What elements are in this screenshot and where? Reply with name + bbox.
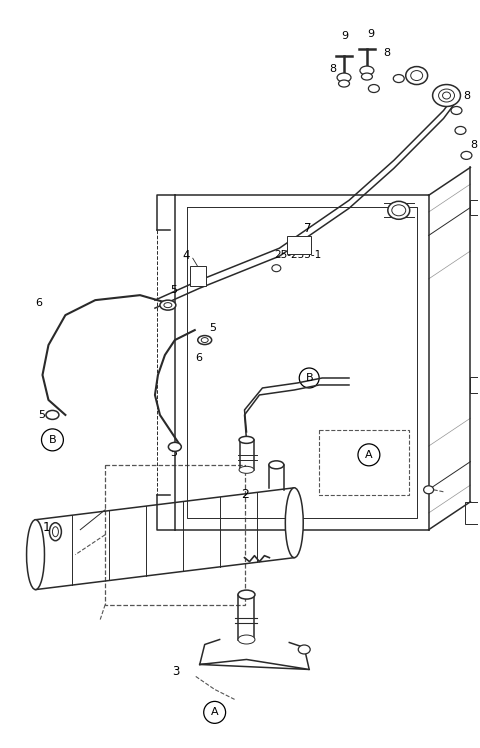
Ellipse shape <box>269 461 284 469</box>
Ellipse shape <box>393 75 404 82</box>
Text: B: B <box>305 373 313 383</box>
Text: 8: 8 <box>470 141 478 150</box>
Ellipse shape <box>411 70 423 81</box>
Ellipse shape <box>272 265 281 272</box>
Ellipse shape <box>388 201 410 219</box>
Ellipse shape <box>198 336 212 345</box>
Ellipse shape <box>361 73 372 80</box>
FancyBboxPatch shape <box>288 236 311 254</box>
Ellipse shape <box>439 89 455 102</box>
Ellipse shape <box>239 466 254 473</box>
Text: B: B <box>48 435 56 445</box>
Text: 25-253-1: 25-253-1 <box>275 251 322 260</box>
Ellipse shape <box>239 436 254 444</box>
FancyBboxPatch shape <box>466 502 480 524</box>
Ellipse shape <box>424 485 433 494</box>
Ellipse shape <box>201 337 208 343</box>
Ellipse shape <box>369 85 379 93</box>
Text: 3: 3 <box>172 665 179 678</box>
Ellipse shape <box>285 488 303 558</box>
Ellipse shape <box>238 635 255 644</box>
Text: 1: 1 <box>43 521 50 534</box>
Text: 8: 8 <box>383 48 390 58</box>
Text: 9: 9 <box>367 28 374 39</box>
Text: 9: 9 <box>341 31 348 40</box>
Ellipse shape <box>455 126 466 135</box>
Ellipse shape <box>406 67 428 85</box>
Ellipse shape <box>46 411 59 420</box>
Text: 6: 6 <box>195 353 202 363</box>
Ellipse shape <box>238 590 255 599</box>
Ellipse shape <box>49 523 61 541</box>
Text: 8: 8 <box>329 64 336 73</box>
Ellipse shape <box>160 300 176 310</box>
Text: 7: 7 <box>304 221 312 235</box>
Ellipse shape <box>392 205 406 215</box>
Text: 5: 5 <box>170 448 177 458</box>
Text: A: A <box>365 450 373 460</box>
Text: 5: 5 <box>38 410 46 420</box>
Text: A: A <box>211 708 218 717</box>
Ellipse shape <box>443 92 451 99</box>
Ellipse shape <box>298 645 310 654</box>
Text: 5: 5 <box>210 323 216 333</box>
FancyBboxPatch shape <box>190 266 206 286</box>
Ellipse shape <box>52 527 59 537</box>
Ellipse shape <box>168 442 181 451</box>
Text: 6: 6 <box>36 298 43 308</box>
Ellipse shape <box>337 73 351 82</box>
Ellipse shape <box>338 80 349 87</box>
Ellipse shape <box>461 151 472 159</box>
Text: 2: 2 <box>241 488 250 501</box>
Ellipse shape <box>26 520 45 589</box>
FancyBboxPatch shape <box>470 377 480 393</box>
Ellipse shape <box>164 303 172 307</box>
Ellipse shape <box>451 106 462 114</box>
Text: 8: 8 <box>464 91 470 100</box>
Text: 4: 4 <box>183 249 190 262</box>
Text: 5: 5 <box>170 285 177 295</box>
FancyBboxPatch shape <box>470 200 480 215</box>
Ellipse shape <box>360 66 374 75</box>
Ellipse shape <box>432 85 460 106</box>
